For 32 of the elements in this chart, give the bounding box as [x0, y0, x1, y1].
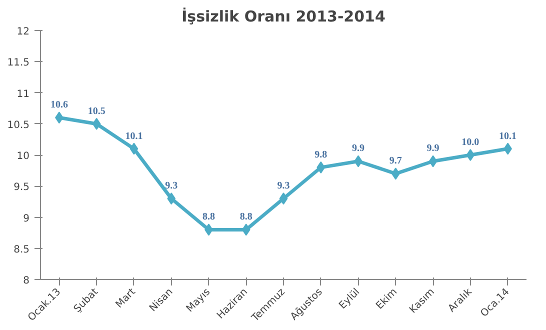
point: [130, 142, 138, 155]
y-tick-label: 9: [23, 213, 30, 224]
point: [279, 192, 288, 205]
y-tick-label: 8: [23, 276, 30, 286]
y-tick-label: 10: [16, 151, 30, 162]
data-label: 8.8: [202, 212, 215, 223]
y-tick-label: 11: [16, 88, 30, 100]
point: [242, 224, 250, 236]
y-tick-label: 9.5: [14, 182, 30, 194]
point: [466, 149, 475, 161]
y-tick-label: 12: [16, 26, 30, 38]
data-label: 10.1: [499, 130, 517, 142]
point: [92, 118, 101, 130]
data-label: 10.6: [50, 100, 68, 111]
data-label: 10.1: [125, 130, 143, 142]
data-label: 9.3: [277, 180, 290, 192]
point: [391, 168, 400, 180]
chart-title: İşsizlik Oranı 2013-2014: [182, 8, 386, 26]
data-label: 9.7: [389, 156, 402, 167]
data-label: 9.3: [165, 180, 178, 192]
point: [167, 192, 176, 205]
point: [316, 161, 326, 174]
point: [428, 155, 438, 168]
y-tick-label: 11.5: [7, 58, 30, 69]
data-label: 9.8: [314, 149, 328, 160]
data-label: 10.0: [462, 137, 480, 148]
data-label: 8.8: [240, 212, 252, 223]
y-tick-label: 8.5: [14, 244, 30, 256]
y-tick-label: 10.5: [7, 120, 30, 131]
data-label: 9.9: [352, 143, 365, 154]
data-label: 10.5: [88, 106, 106, 117]
data-label: 9.9: [426, 143, 440, 154]
